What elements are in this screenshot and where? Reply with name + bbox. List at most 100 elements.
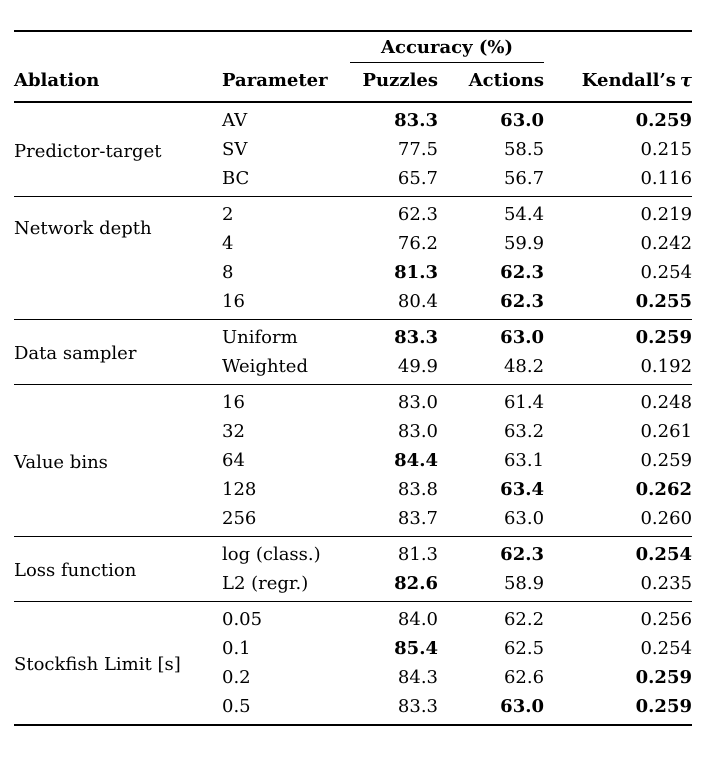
table-row: 16 80.4 62.3 0.255 [14, 287, 692, 320]
parameter-value: Uniform [222, 327, 298, 348]
puzzles-value: 83.0 [397, 392, 438, 413]
actions-value: 63.0 [500, 327, 545, 348]
table-row: 0.2 84.3 62.6 0.259 [14, 663, 692, 692]
table-row: 32 83.0 63.2 0.261 [14, 417, 692, 446]
actions-value: 54.4 [503, 204, 545, 225]
table-row: Loss function log (class.) 81.3 62.3 0.254 [14, 537, 693, 581]
kendall-value: 0.262 [635, 479, 693, 500]
section-loss-function: Loss function log (class.) 81.3 62.3 0.254 L2… [14, 536, 693, 602]
table-row: 64 84.4 63.1 0.259 [14, 446, 692, 475]
actions-value: 58.9 [503, 573, 545, 594]
accuracy-group-header: Accuracy (%) [350, 31, 545, 63]
puzzles-value: 77.5 [397, 139, 438, 160]
parameter-value: 16 [222, 291, 245, 312]
ablation-label: Network depth [14, 218, 152, 239]
parameter-value: L2 (regr.) [222, 573, 309, 594]
actions-value: 62.2 [503, 609, 545, 630]
puzzles-value: 83.3 [394, 110, 438, 131]
puzzles-value: 85.4 [394, 638, 438, 659]
parameter-value: 2 [222, 204, 234, 225]
section-data-sampler: Data sampler Uniform 83.3 63.0 0.259 Weighted… [14, 319, 693, 385]
parameter-value: 128 [222, 479, 257, 500]
col-header-actions: Actions [468, 70, 545, 91]
kendall-value: 0.256 [640, 609, 693, 630]
puzzles-value: 65.7 [397, 168, 438, 189]
puzzles-value: 83.0 [397, 421, 438, 442]
section-predictor-target: Predictor-target AV 83.3 63.0 0.259 SV 77.5 58.… [14, 102, 693, 197]
kendall-value: 0.192 [640, 356, 693, 377]
actions-value: 62.3 [500, 544, 545, 565]
kendall-value: 0.254 [640, 262, 693, 283]
actions-value: 61.4 [503, 392, 545, 413]
section-stockfish-limit: Stockfish Limit [s] 0.05 84.0 62.2 0.256 0.1 8… [14, 601, 693, 726]
kendall-value: 0.215 [640, 139, 693, 160]
table-row: 4 76.2 59.9 0.242 [14, 229, 692, 258]
group-header-spacer-left [14, 31, 350, 63]
ablation-label: Stockfish Limit [s] [14, 654, 181, 675]
actions-value: 62.3 [500, 291, 545, 312]
parameter-value: 0.05 [222, 609, 263, 630]
section-value-bins: Value bins 16 83.0 61.4 0.248 32 83.0 63.2 0.261… [14, 384, 693, 537]
actions-value: 63.0 [503, 508, 545, 529]
actions-value: 63.4 [500, 479, 545, 500]
kendall-value: 0.219 [640, 204, 693, 225]
parameter-value: 0.1 [222, 638, 251, 659]
puzzles-value: 84.4 [394, 450, 438, 471]
kendall-value: 0.235 [640, 573, 693, 594]
parameter-value: 4 [222, 233, 234, 254]
ablation-label: Data sampler [14, 343, 137, 364]
accuracy-group-label: Accuracy (%) [381, 37, 513, 58]
table-row: SV 77.5 58.5 0.215 [14, 135, 692, 164]
kendall-value: 0.259 [635, 327, 693, 348]
kendall-value: 0.116 [640, 168, 693, 189]
table-row: 128 83.8 63.4 0.262 [14, 475, 692, 504]
kendall-value: 0.260 [640, 508, 693, 529]
parameter-value: SV [222, 139, 248, 160]
table-row: BC 65.7 56.7 0.116 [14, 164, 692, 197]
actions-value: 62.5 [503, 638, 545, 659]
kendall-word: Kendall’s [581, 69, 676, 91]
actions-value: 48.2 [503, 356, 545, 377]
actions-value: 59.9 [503, 233, 545, 254]
puzzles-value: 83.8 [397, 479, 438, 500]
kendall-value: 0.259 [635, 667, 693, 688]
puzzles-value: 81.3 [394, 262, 438, 283]
actions-value: 62.6 [503, 667, 545, 688]
table-row: Weighted 49.9 48.2 0.192 [14, 352, 692, 385]
tau-symbol: τ [679, 69, 693, 91]
puzzles-value: 80.4 [397, 291, 438, 312]
puzzles-value: 83.7 [397, 508, 438, 529]
col-header-parameter: Parameter [222, 69, 328, 91]
parameter-value: 64 [222, 450, 245, 471]
parameter-value: 16 [222, 392, 245, 413]
parameter-value: 8 [222, 262, 234, 283]
parameter-value: 32 [222, 421, 245, 442]
table-header: Accuracy (%) Ablation Parameter Puzzles … [14, 31, 693, 102]
actions-value: 58.5 [503, 139, 545, 160]
parameter-value: 0.2 [222, 667, 251, 688]
kendall-value: 0.248 [640, 392, 693, 413]
parameter-value: 0.5 [222, 696, 251, 717]
kendall-value: 0.254 [640, 638, 693, 659]
table-row: Data sampler Uniform 83.3 63.0 0.259 [14, 320, 693, 364]
puzzles-value: 83.3 [394, 327, 438, 348]
group-header-row: Accuracy (%) [14, 31, 692, 63]
kendall-value: 0.261 [640, 421, 693, 442]
table-row: Network depth 2 62.3 54.4 0.219 [14, 197, 693, 239]
actions-value: 56.7 [503, 168, 545, 189]
col-header-puzzles: Puzzles [362, 70, 439, 91]
puzzles-value: 83.3 [397, 696, 438, 717]
kendall-value: 0.254 [635, 544, 693, 565]
parameter-value: Weighted [222, 356, 308, 377]
table-row: Predictor-target AV 83.3 63.0 0.259 [14, 102, 692, 162]
group-header-spacer-right [544, 31, 692, 63]
parameter-value: AV [222, 110, 248, 131]
table-row: 256 83.7 63.0 0.260 [14, 504, 692, 537]
table-row: Value bins 16 83.0 61.4 0.248 [14, 385, 693, 473]
table-row: 0.1 85.4 62.5 0.254 [14, 634, 692, 663]
kendall-value: 0.259 [635, 696, 693, 717]
puzzles-value: 76.2 [397, 233, 438, 254]
section-network-depth: Network depth 2 62.3 54.4 0.219 4 76.2 59.9 0.24… [14, 196, 693, 320]
ablation-label: Predictor-target [14, 140, 162, 162]
ablation-table: Accuracy (%) Ablation Parameter Puzzles … [14, 30, 693, 726]
